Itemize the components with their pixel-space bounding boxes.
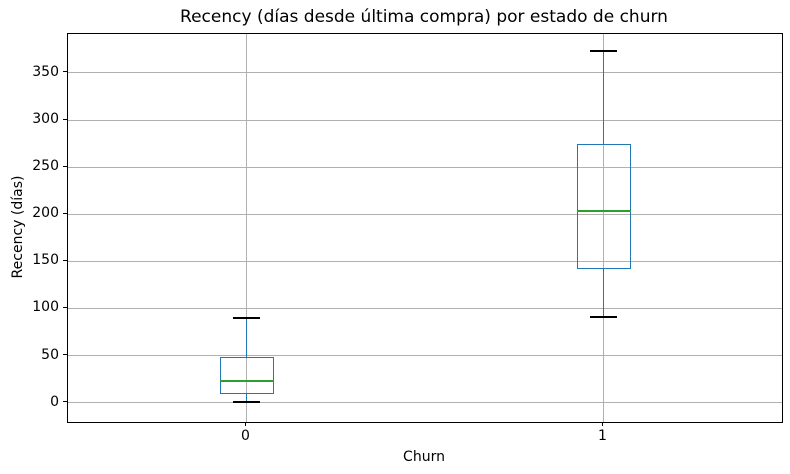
x-tick-label: 0 — [241, 428, 250, 444]
y-tick-mark — [63, 259, 67, 261]
upper-cap — [590, 50, 617, 53]
y-tick-mark — [63, 306, 67, 308]
y-tick-mark — [63, 118, 67, 120]
y-tick-label: 0 — [50, 393, 59, 410]
y-tick-label: 100 — [32, 299, 59, 316]
y-tick-mark — [63, 165, 67, 167]
median-line — [219, 380, 274, 382]
y-tick-mark — [63, 354, 67, 356]
x-tick-label: 1 — [598, 428, 607, 444]
y-gridline — [68, 355, 782, 357]
y-tick-label: 250 — [32, 158, 59, 175]
y-tick-mark — [63, 71, 67, 73]
lower-whisker — [602, 268, 605, 317]
y-gridline — [68, 402, 782, 404]
y-gridline — [68, 119, 782, 121]
y-gridline — [68, 307, 782, 309]
y-gridline — [68, 166, 782, 168]
x-gridline — [603, 34, 604, 422]
y-tick-label: 350 — [32, 63, 59, 80]
plot-area — [67, 33, 783, 423]
y-tick-label: 50 — [41, 346, 59, 363]
chart-title: Recency (días desde última compra) por e… — [180, 7, 668, 27]
y-tick-mark — [63, 401, 67, 403]
iqr-box — [576, 143, 631, 269]
y-tick-label: 200 — [32, 205, 59, 222]
y-gridline — [68, 213, 782, 215]
x-tick-mark — [245, 422, 246, 426]
x-axis-label: Churn — [403, 449, 445, 465]
upper-whisker — [602, 51, 605, 144]
y-tick-mark — [63, 212, 67, 214]
y-tick-label: 300 — [32, 111, 59, 128]
lower-cap — [233, 400, 260, 403]
upper-whisker — [245, 317, 248, 357]
lower-whisker — [245, 394, 248, 402]
y-gridline — [68, 72, 782, 74]
x-tick-mark — [602, 422, 603, 426]
upper-cap — [233, 316, 260, 319]
y-gridline — [68, 260, 782, 262]
iqr-box — [219, 356, 274, 395]
median-line — [576, 210, 631, 213]
x-gridline — [246, 34, 247, 422]
y-tick-label: 150 — [32, 252, 59, 269]
lower-cap — [590, 315, 617, 318]
